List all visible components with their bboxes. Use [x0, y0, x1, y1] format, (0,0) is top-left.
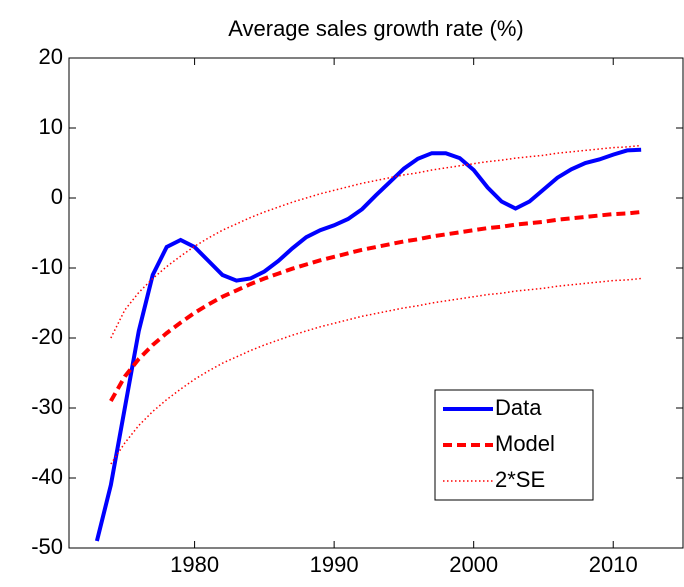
- series-line: [110, 277, 642, 465]
- y-tick-label: -10: [31, 254, 63, 279]
- legend-label: 2*SE: [495, 467, 545, 492]
- y-tick-label: 20: [39, 44, 63, 69]
- series-line: [94, 147, 642, 542]
- y-tick-label: 0: [51, 184, 63, 209]
- x-tick-label: 2000: [449, 552, 498, 577]
- y-tick-label: -30: [31, 394, 63, 419]
- series-line: [110, 144, 642, 339]
- x-tick-label: 1980: [170, 552, 219, 577]
- x-tick-label: 1990: [310, 552, 359, 577]
- y-tick-label: -20: [31, 324, 63, 349]
- series-line: [109, 210, 642, 402]
- y-tick-label: 10: [39, 114, 63, 139]
- chart-title: Average sales growth rate (%): [228, 16, 524, 41]
- x-tick-label: 2010: [589, 552, 638, 577]
- legend-label: Model: [495, 431, 555, 456]
- y-tick-label: -50: [31, 534, 63, 559]
- plot-frame: [68, 57, 684, 549]
- legend-label: Data: [495, 395, 542, 420]
- y-tick-label: -40: [31, 464, 63, 489]
